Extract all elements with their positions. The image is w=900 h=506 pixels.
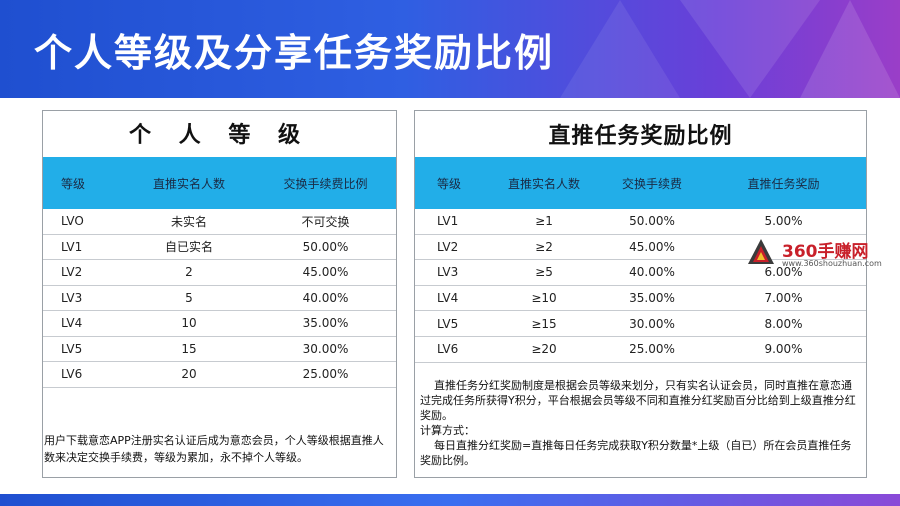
referral-reward-title: 直推任务奖励比例 (548, 124, 733, 149)
column-header: 交换手续费比例 (255, 157, 396, 209)
table-cell: 自已实名 (123, 234, 255, 260)
table-cell: ≥2 (485, 234, 603, 261)
column-header: 直推实名人数 (123, 157, 255, 209)
column-header: 交换手续费 (603, 157, 701, 209)
table-cell: 5.00% (701, 209, 866, 235)
table-row: LV3 ≥5 40.00% 6.00% (415, 259, 866, 286)
watermark-text: 360手赚网 (782, 242, 869, 262)
table-cell: LV6 (415, 336, 485, 363)
table-cell: ≥10 (485, 285, 603, 312)
table-row: LV1 自已实名 50.00% (43, 234, 396, 260)
table-cell: LV2 (415, 234, 485, 261)
page-title: 个人等级及分享任务奖励比例 (34, 31, 555, 75)
referral-reward-panel: 直推任务奖励比例 等级 直推实名人数 交换手续费 直推任务奖励 LV1 ≥1 5… (414, 110, 867, 478)
table-cell: ≥5 (485, 259, 603, 286)
table-cell: 20 (123, 361, 255, 388)
personal-level-table: 等级 直推实名人数 交换手续费比例 LVO 未实名 不可交换 LV1 自已实名 … (43, 157, 396, 388)
table-cell: 35.00% (255, 310, 396, 337)
table-cell: 45.00% (603, 234, 701, 261)
table-cell: LV2 (43, 259, 123, 286)
table-cell: 7.00% (701, 285, 866, 312)
table-row: LV6 20 25.00% (43, 361, 396, 388)
table-cell: 30.00% (603, 310, 701, 337)
title-banner: 个人等级及分享任务奖励比例 (0, 0, 900, 98)
bottom-accent-bar (0, 494, 900, 506)
calculation-label: 计算方式： (420, 424, 475, 437)
table-cell: 50.00% (255, 234, 396, 260)
table-row: LV2 2 45.00% (43, 259, 396, 286)
table-cell: LV4 (415, 285, 485, 312)
table-cell: ≥1 (485, 209, 603, 235)
reward-rule-text: 直推任务分红奖励制度是根据会员等级来划分，只有实名认证会员，同时直推在意恋通过完… (420, 379, 856, 422)
table-row: LV3 5 40.00% (43, 285, 396, 311)
table-cell (701, 234, 866, 261)
table-cell: LV3 (415, 259, 485, 286)
column-header: 直推任务奖励 (701, 157, 866, 209)
table-row: LV4 ≥10 35.00% 7.00% (415, 285, 866, 312)
referral-reward-note: 直推任务分红奖励制度是根据会员等级来划分，只有实名认证会员，同时直推在意恋通过完… (420, 378, 860, 468)
table-cell: LV5 (415, 310, 485, 337)
column-header: 等级 (43, 157, 123, 209)
table-header-row: 等级 直推实名人数 交换手续费 直推任务奖励 (415, 157, 866, 209)
personal-level-note: 用户下载意恋APP注册实名认证后成为意恋会员，个人等级根据直推人数来决定交换手续… (44, 434, 384, 464)
table-cell: 9.00% (701, 336, 866, 363)
personal-level-panel: 个 人 等 级 等级 直推实名人数 交换手续费比例 LVO 未实名 不可交换 L… (42, 110, 397, 478)
table-row: LV5 15 30.00% (43, 336, 396, 362)
table-cell: LV4 (43, 310, 123, 337)
table-row: LV6 ≥20 25.00% 9.00% (415, 336, 866, 363)
watermark-logo-icon (748, 239, 774, 264)
referral-reward-table: 等级 直推实名人数 交换手续费 直推任务奖励 LV1 ≥1 50.00% 5.0… (415, 157, 866, 363)
table-cell: LV3 (43, 285, 123, 311)
table-row: LV1 ≥1 50.00% 5.00% (415, 209, 866, 235)
table-cell: 35.00% (603, 285, 701, 312)
table-row: LV4 10 35.00% (43, 310, 396, 337)
watermark-url: www.360shouzhuan.com (782, 259, 882, 268)
table-cell: 15 (123, 336, 255, 362)
site-watermark: 360手赚网 www.360shouzhuan.com (746, 235, 896, 273)
table-cell: 25.00% (603, 336, 701, 363)
table-row: LV2 ≥2 45.00% (415, 234, 866, 261)
column-header: 直推实名人数 (485, 157, 603, 209)
table-cell: 未实名 (123, 209, 255, 235)
table-cell: LV1 (43, 234, 123, 260)
table-cell: 6.00% (701, 259, 866, 286)
table-cell: 40.00% (255, 285, 396, 311)
column-header: 等级 (415, 157, 485, 209)
table-cell: LV6 (43, 361, 123, 388)
table-cell: 8.00% (701, 310, 866, 337)
table-row: LV5 ≥15 30.00% 8.00% (415, 310, 866, 337)
table-cell: ≥15 (485, 310, 603, 337)
table-cell: 10 (123, 310, 255, 337)
table-cell: 不可交换 (255, 209, 396, 235)
table-cell: 30.00% (255, 336, 396, 362)
table-cell: LV1 (415, 209, 485, 235)
table-header-row: 等级 直推实名人数 交换手续费比例 (43, 157, 396, 209)
table-cell: 25.00% (255, 361, 396, 388)
table-row: LVO 未实名 不可交换 (43, 209, 396, 235)
calculation-formula: 每日直推分红奖励=直推每日任务完成获取Y积分数量*上级（自已）所在会员直推任务奖… (420, 439, 852, 467)
table-cell: ≥20 (485, 336, 603, 363)
table-cell: 5 (123, 285, 255, 311)
table-cell: LVO (43, 209, 123, 235)
table-cell: 40.00% (603, 259, 701, 286)
table-cell: 2 (123, 259, 255, 286)
table-cell: LV5 (43, 336, 123, 362)
table-cell: 50.00% (603, 209, 701, 235)
table-cell: 45.00% (255, 259, 396, 286)
personal-level-title: 个 人 等 级 (129, 123, 310, 148)
